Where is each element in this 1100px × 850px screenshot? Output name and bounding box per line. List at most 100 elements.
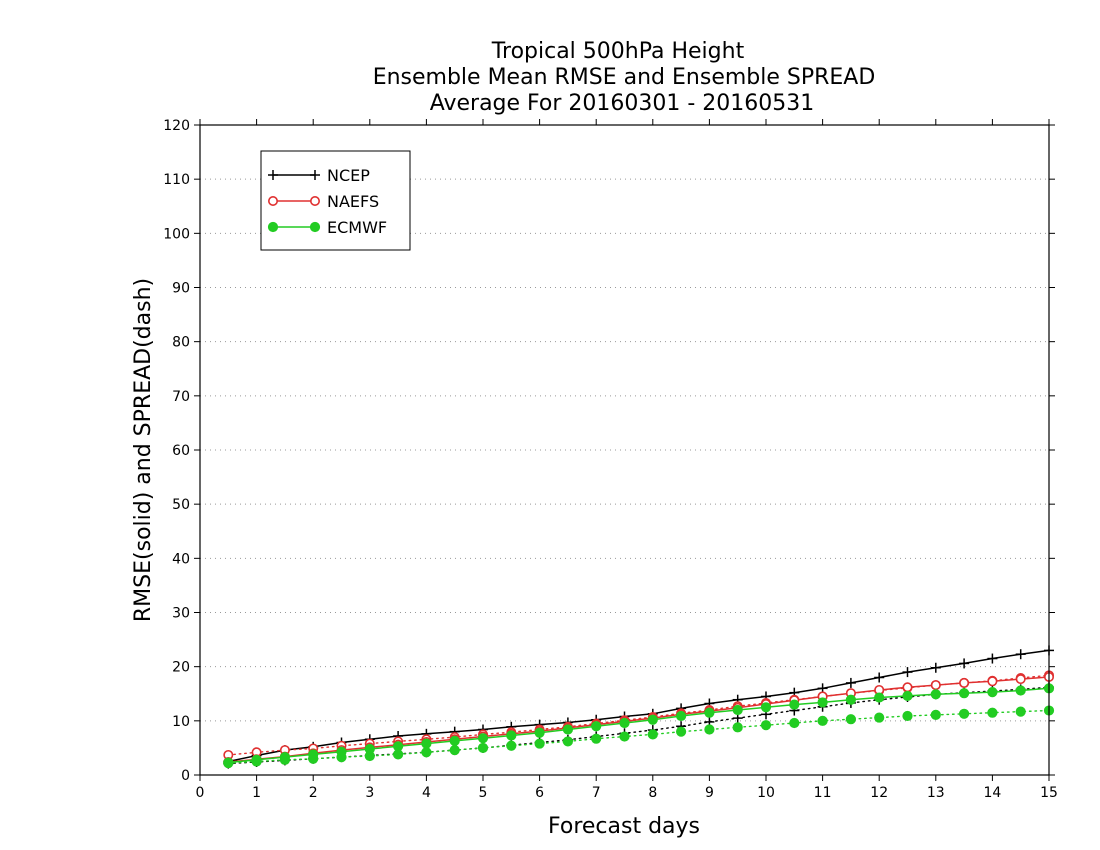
rmse-point-ecmwf <box>930 689 941 700</box>
spread-point-ecmwf <box>902 710 913 722</box>
rmse-point-ecmwf <box>704 707 715 718</box>
series-ecmwf <box>223 683 1055 769</box>
rmse-point-ecmwf <box>647 714 658 725</box>
spread-point-ecmwf <box>789 717 800 729</box>
x-tick-label: 15 <box>1040 785 1058 801</box>
rmse-point-ecmwf <box>959 688 970 699</box>
spread-point-ecmwf <box>449 744 460 756</box>
y-tick-label: 50 <box>172 497 190 513</box>
y-axis-title: RMSE(solid) and SPREAD(dash) <box>131 278 156 622</box>
spread-point-ecmwf <box>704 724 715 735</box>
rmse-point-ncep <box>987 653 998 664</box>
x-tick-label: 13 <box>927 785 945 801</box>
rmse-point-ecmwf <box>562 724 574 735</box>
y-tick-label: 60 <box>172 443 190 459</box>
rmse-point-ecmwf <box>789 699 800 710</box>
y-tick-label: 10 <box>172 714 190 730</box>
rmse-point-ecmwf <box>506 730 517 741</box>
spread-point-ecmwf <box>591 733 602 744</box>
x-axis-title: Forecast days <box>548 814 700 839</box>
y-tick-label: 110 <box>163 172 190 188</box>
y-tick-label: 40 <box>172 551 190 567</box>
x-tick-label: 1 <box>252 785 261 801</box>
rmse-point-ecmwf <box>902 690 913 702</box>
legend-label: NCEP <box>327 166 370 185</box>
rmse-point-ecmwf <box>817 697 828 708</box>
rmse-point-ecmwf <box>223 757 234 768</box>
x-tick-label: 12 <box>870 785 888 801</box>
spread-point-ecmwf <box>760 720 772 731</box>
y-tick-label: 0 <box>181 768 190 784</box>
y-tick-label: 80 <box>172 335 190 351</box>
rmse-point-ecmwf <box>760 702 772 713</box>
y-tick-label: 100 <box>163 226 190 242</box>
rmse-point-naefs <box>930 680 941 691</box>
rmse-point-naefs <box>1015 674 1026 685</box>
spread-point-ecmwf <box>1015 706 1026 717</box>
chart-title: Tropical 500hPa Height Ensemble Mean RMS… <box>373 39 876 116</box>
spread-point-ecmwf <box>845 714 857 725</box>
rmse-point-ecmwf <box>619 717 630 729</box>
gridlines <box>200 178 1049 722</box>
legend-marker-left <box>267 221 279 233</box>
x-tick-label: 8 <box>648 785 657 801</box>
rmse-point-ecmwf <box>477 733 489 744</box>
spread-point-ecmwf <box>874 712 885 723</box>
spread-line-ncep <box>227 686 1050 765</box>
x-tick-label: 6 <box>535 785 544 801</box>
x-tick-label: 0 <box>196 785 205 801</box>
legend-marker-right <box>309 221 321 233</box>
x-tick-label: 11 <box>814 785 832 801</box>
rmse-line-ecmwf <box>228 687 1050 764</box>
spread-point-ecmwf <box>619 731 630 742</box>
spread-point-ecmwf <box>506 740 517 751</box>
series-naefs <box>223 670 1055 767</box>
spread-point-ecmwf <box>959 708 970 719</box>
title-line-2: Ensemble Mean RMSE and Ensemble SPREAD <box>373 65 876 90</box>
title-line-3: Average For 20160301 - 20160531 <box>430 91 815 116</box>
rmse-point-ecmwf <box>845 694 857 705</box>
rmse-point-naefs <box>959 677 970 688</box>
rmse-point-ncep <box>845 677 856 688</box>
rmse-point-ncep <box>874 672 885 683</box>
rmse-point-ncep <box>902 667 913 678</box>
spread-point-ecmwf <box>930 709 941 720</box>
spread-point-ecmwf <box>817 715 828 726</box>
rmse-point-ecmwf <box>336 746 347 757</box>
rmse-point-ecmwf <box>393 741 404 752</box>
legend-label: ECMWF <box>327 218 387 237</box>
legend: NCEP NAEFS ECMWF <box>260 150 411 251</box>
spread-point-ecmwf <box>987 707 998 718</box>
rmse-point-naefs <box>902 682 913 693</box>
rmse-point-ecmwf <box>421 738 432 749</box>
legend-item-ecmwf: ECMWF <box>267 218 387 237</box>
spread-point-ecmwf <box>562 736 574 747</box>
spread-point-ecmwf <box>676 726 687 737</box>
rmse-point-ncep <box>959 658 970 669</box>
x-tick-label: 2 <box>309 785 318 801</box>
spread-point-ecmwf <box>534 738 545 749</box>
y-tick-label: 120 <box>163 118 190 134</box>
rmse-point-naefs <box>987 676 998 687</box>
rmse-point-ncep <box>1015 649 1026 660</box>
spread-point-ecmwf <box>421 747 432 758</box>
rmse-point-ecmwf <box>676 710 687 722</box>
x-tick-label: 5 <box>479 785 488 801</box>
rmse-point-ecmwf <box>1015 685 1026 696</box>
legend-marker-left <box>268 170 278 180</box>
y-tick-label: 70 <box>172 389 190 405</box>
x-tick-label: 14 <box>983 785 1001 801</box>
series-layer <box>223 645 1055 769</box>
legend-item-naefs: NAEFS <box>267 192 379 211</box>
rmse-point-ecmwf <box>308 749 319 760</box>
rmse-point-ecmwf <box>732 704 743 716</box>
spread-point-ecmwf <box>732 722 743 733</box>
title-line-1: Tropical 500hPa Height <box>491 39 745 64</box>
rmse-line-naefs <box>228 676 1050 763</box>
rmse-point-ncep <box>930 662 941 673</box>
rmse-point-ecmwf <box>874 692 885 703</box>
rmse-point-ecmwf <box>279 752 290 763</box>
legend-marker-right <box>310 170 320 180</box>
